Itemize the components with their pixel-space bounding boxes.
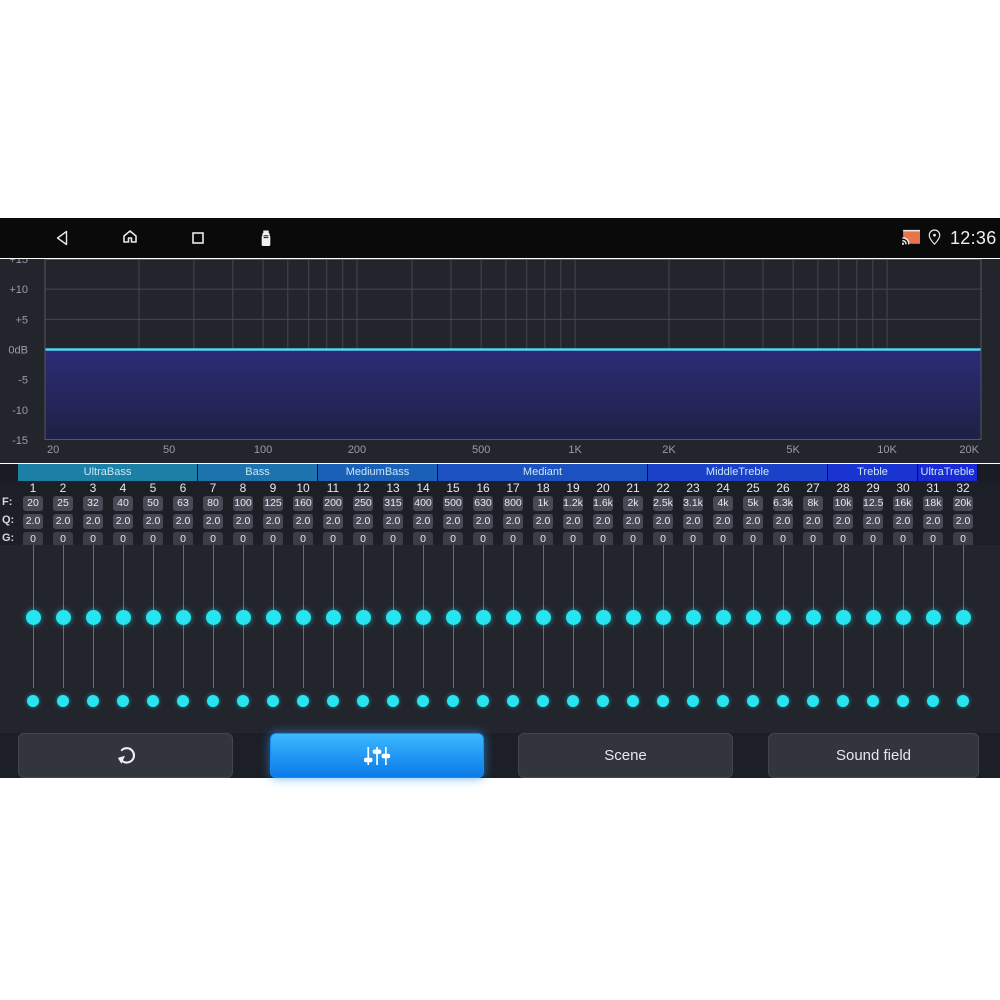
svg-text:1K: 1K xyxy=(568,444,582,456)
svg-text:5K: 5K xyxy=(786,444,800,456)
svg-text:-5: -5 xyxy=(18,375,28,387)
svg-text:-15: -15 xyxy=(12,435,28,447)
svg-text:20K: 20K xyxy=(959,444,979,456)
svg-text:100: 100 xyxy=(254,444,272,456)
svg-text:500: 500 xyxy=(472,444,490,456)
svg-text:+5: +5 xyxy=(15,314,28,326)
svg-text:20: 20 xyxy=(47,444,59,456)
svg-text:10K: 10K xyxy=(877,444,897,456)
svg-text:-10: -10 xyxy=(12,405,28,417)
svg-text:+15: +15 xyxy=(9,259,28,266)
svg-text:200: 200 xyxy=(348,444,366,456)
svg-text:0dB: 0dB xyxy=(8,345,28,357)
svg-text:2K: 2K xyxy=(662,444,676,456)
svg-text:50: 50 xyxy=(163,444,175,456)
svg-text:+10: +10 xyxy=(9,284,28,296)
